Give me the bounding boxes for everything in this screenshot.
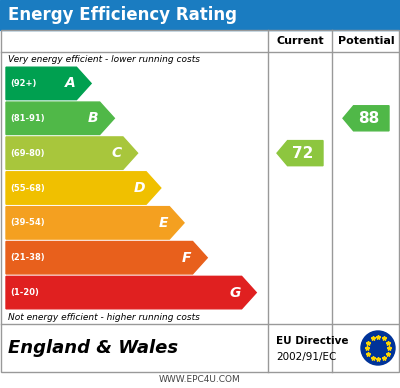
Text: Energy Efficiency Rating: Energy Efficiency Rating — [8, 6, 237, 24]
Text: WWW.EPC4U.COM: WWW.EPC4U.COM — [159, 376, 241, 385]
Text: A: A — [65, 76, 76, 90]
Polygon shape — [6, 241, 207, 274]
Text: (55-68): (55-68) — [10, 184, 45, 192]
Text: (69-80): (69-80) — [10, 149, 44, 158]
Polygon shape — [343, 106, 389, 131]
Circle shape — [361, 331, 395, 365]
Text: Potential: Potential — [338, 36, 394, 46]
Bar — [0, 0, 400, 30]
Polygon shape — [277, 140, 323, 166]
Polygon shape — [6, 137, 138, 170]
Text: F: F — [182, 251, 192, 265]
Polygon shape — [6, 172, 161, 204]
Text: 88: 88 — [358, 111, 379, 126]
Polygon shape — [6, 276, 256, 309]
Text: C: C — [112, 146, 122, 160]
Text: Current: Current — [276, 36, 324, 46]
Text: England & Wales: England & Wales — [8, 339, 178, 357]
Text: Very energy efficient - lower running costs: Very energy efficient - lower running co… — [8, 54, 200, 64]
Text: (81-91): (81-91) — [10, 114, 45, 123]
Text: D: D — [134, 181, 145, 195]
Text: (1-20): (1-20) — [10, 288, 39, 297]
Text: E: E — [159, 216, 168, 230]
Text: 2002/91/EC: 2002/91/EC — [276, 352, 336, 362]
Bar — [1, 30, 399, 372]
Text: (92+): (92+) — [10, 79, 36, 88]
Text: (39-54): (39-54) — [10, 218, 45, 227]
Polygon shape — [6, 207, 184, 239]
Polygon shape — [6, 67, 91, 100]
Text: EU Directive: EU Directive — [276, 336, 348, 346]
Text: Not energy efficient - higher running costs: Not energy efficient - higher running co… — [8, 312, 200, 322]
Text: 72: 72 — [292, 146, 313, 161]
Text: B: B — [88, 111, 99, 125]
Text: G: G — [229, 286, 241, 300]
Polygon shape — [6, 102, 114, 135]
Text: (21-38): (21-38) — [10, 253, 45, 262]
